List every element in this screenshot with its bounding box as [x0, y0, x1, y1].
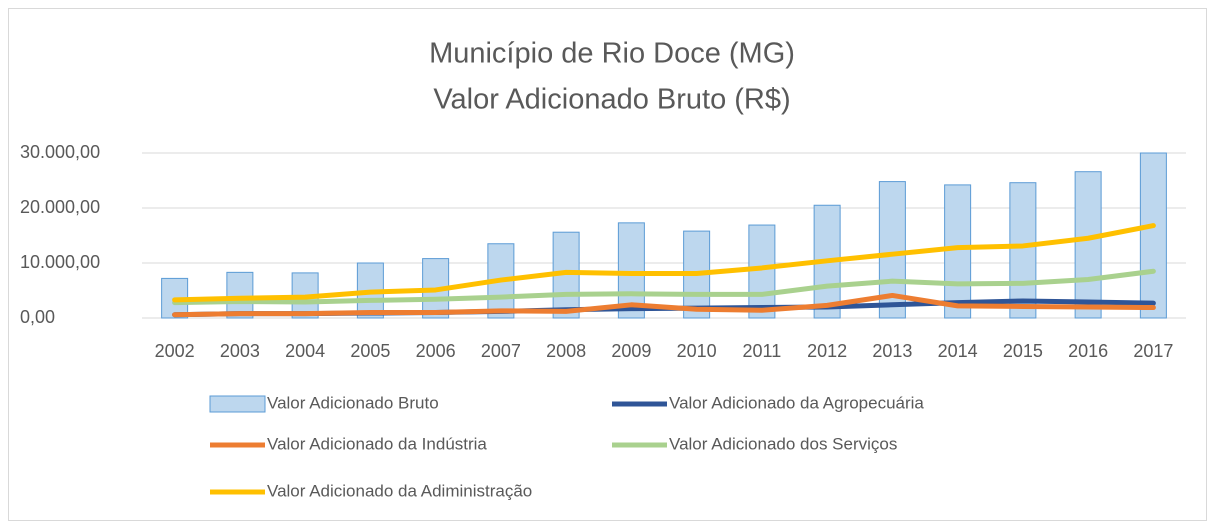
legend-label: Valor Adicionado da Agropecuária: [669, 393, 924, 412]
y-tick-label: 10.000,00: [20, 252, 100, 272]
y-tick-label: 20.000,00: [20, 197, 100, 217]
x-tick-label: 2014: [938, 341, 978, 361]
legend-label: Valor Adicionado da Adiministração: [267, 481, 532, 500]
legend-label: Valor Adicionado dos Serviços: [669, 434, 897, 453]
x-tick-label: 2002: [155, 341, 195, 361]
x-tick-label: 2007: [481, 341, 521, 361]
x-tick-label: 2011: [743, 341, 782, 361]
x-tick-label: 2010: [677, 341, 717, 361]
line: [172, 223, 1156, 303]
y-tick-label: 30.000,00: [20, 142, 100, 162]
x-tick-label: 2003: [220, 341, 260, 361]
chart-subtitle: Valor Adicionado Bruto (R$): [433, 84, 790, 116]
bar: [944, 184, 972, 319]
x-tick-label: 2012: [807, 341, 847, 361]
line: [172, 268, 1156, 306]
line: [172, 292, 1156, 318]
bar: [748, 224, 776, 319]
legend-label: Valor Adicionado da Indústria: [267, 434, 487, 453]
x-tick-label: 2008: [546, 341, 586, 361]
bar: [226, 271, 254, 319]
x-tick-label: 2004: [285, 341, 325, 361]
x-tick-label: 2013: [872, 341, 912, 361]
y-tick-label: 0,00: [20, 307, 55, 327]
legend-label: Valor Adicionado Bruto: [267, 393, 439, 412]
legend-swatch: [209, 395, 266, 413]
x-tick-label: 2005: [350, 341, 390, 361]
bar: [617, 222, 645, 319]
x-tick-label: 2009: [611, 341, 651, 361]
chart-border: [8, 8, 1207, 521]
chart-title: Município de Rio Doce (MG): [429, 38, 795, 70]
x-tick-label: 2006: [416, 341, 456, 361]
bar: [1139, 152, 1167, 319]
x-tick-label: 2015: [1003, 341, 1043, 361]
bar: [1074, 171, 1102, 319]
x-tick-label: 2016: [1068, 341, 1108, 361]
bar: [1009, 182, 1037, 319]
x-tick-label: 2017: [1133, 341, 1173, 361]
